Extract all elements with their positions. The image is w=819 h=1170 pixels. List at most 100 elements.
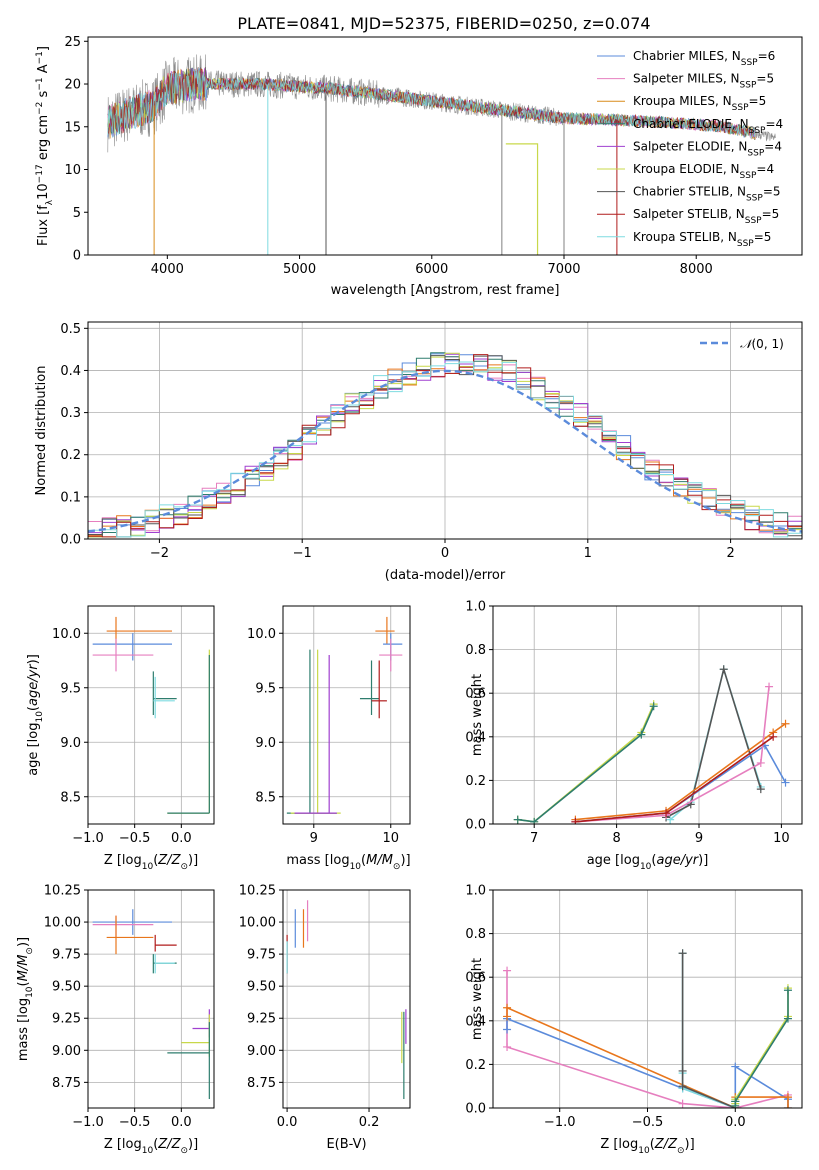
y-tick-label: 0.8 — [465, 927, 486, 942]
data-cross — [92, 915, 154, 938]
legend: 𝒩(0, 1) — [700, 337, 784, 351]
data-cross — [152, 954, 177, 974]
axes-frame — [282, 889, 411, 1109]
y-tick-label: 9.75 — [247, 948, 276, 963]
weight-line — [734, 990, 789, 1106]
weight-series — [513, 700, 658, 824]
weight-marker — [769, 732, 778, 741]
y-tick-label: 0.5 — [60, 322, 81, 337]
weight-line — [575, 686, 770, 823]
weight-marker — [503, 1003, 512, 1012]
weight-marker — [503, 1012, 512, 1021]
data-cross — [154, 954, 175, 974]
spectrum-dropout — [505, 143, 539, 255]
weight-marker — [678, 1099, 687, 1108]
weight-marker — [783, 986, 792, 995]
y-tick-label: 0.2 — [465, 774, 486, 789]
panel-age_vs_z: −1.0 −0.5 0.0 8.5 9.0 9.5 10.0 Z [log10(Z/Z⊙)] a… — [26, 605, 215, 872]
y-tick-label: 5 — [73, 206, 81, 221]
weight-series — [731, 986, 792, 1108]
y-tick-label: 0.6 — [465, 971, 486, 986]
weight-marker — [662, 809, 671, 818]
weight-line — [681, 953, 737, 1108]
weight-marker — [678, 1082, 687, 1091]
legend-entry: Salpeter ELODIE, NSSP=4 — [633, 139, 782, 158]
y-tick-label: 0.4 — [465, 730, 486, 745]
plot-area — [493, 606, 802, 824]
x-tick-label: −2 — [150, 546, 169, 561]
data-cross — [290, 649, 341, 814]
weight-series — [571, 741, 790, 824]
y-axis-label: age [log10(age/yr)] — [26, 654, 45, 776]
y-tick-label: 0.0 — [465, 1102, 486, 1117]
x-tick-label: −1.0 — [544, 1115, 576, 1130]
weight-marker — [571, 817, 580, 824]
x-tick-label: 5000 — [283, 262, 316, 277]
y-tick-label: 0.0 — [465, 818, 486, 833]
x-tick-label: 6000 — [415, 262, 448, 277]
y-tick-label: 9.0 — [255, 736, 276, 751]
data-cross — [167, 655, 210, 814]
data-cross — [192, 1009, 210, 1038]
weight-marker — [503, 966, 512, 975]
y-tick-label: 0.4 — [60, 364, 81, 379]
data-cross — [375, 616, 395, 645]
y-tick-label: 9.5 — [60, 681, 81, 696]
legend-entry: Kroupa STELIB, NSSP=5 — [633, 230, 771, 249]
x-tick-label: 2 — [726, 546, 734, 561]
y-tick-label: 10.25 — [239, 884, 276, 899]
spectrum-line — [107, 67, 756, 140]
data-cross — [106, 915, 154, 955]
y-axis-label: mass [log10(M/M⊙)] — [16, 937, 35, 1061]
x-tick-label: 0.0 — [171, 1115, 192, 1130]
weight-marker — [719, 665, 728, 674]
x-tick-label: 7 — [530, 831, 538, 846]
y-tick-label: 9.50 — [52, 980, 81, 995]
x-tick-label: 1 — [584, 546, 592, 561]
data-cross — [92, 909, 172, 935]
weight-line — [575, 736, 774, 823]
y-tick-label: 9.50 — [247, 980, 276, 995]
axes-frame — [87, 36, 803, 256]
weight-line — [681, 953, 737, 1108]
y-tick-label: 15 — [64, 120, 81, 135]
axes-frame — [282, 605, 411, 825]
x-tick-label: 8000 — [680, 262, 713, 277]
axes-frame — [87, 605, 215, 825]
weight-line — [734, 988, 789, 1104]
y-tick-label: 8.5 — [60, 790, 81, 805]
weight-marker — [765, 682, 774, 691]
y-tick-label: 0.6 — [465, 687, 486, 702]
data-cross — [167, 1022, 210, 1100]
y-tick-label: 0.0 — [60, 533, 81, 548]
data-cross — [92, 633, 172, 661]
x-tick-label: 0.2 — [359, 1115, 380, 1130]
weight-line — [665, 666, 762, 819]
data-cross — [167, 649, 210, 814]
panel-mass_weight_vs_z: −1.0 −0.5 0.0 0.0 0.2 0.4 0.6 0.8 1.0 Z [log10(Z/… — [465, 884, 803, 1156]
panel-mass_weight_vs_age: 7 8 9 10 0.0 0.2 0.4 0.6 0.8 1.0 age [log10(age/yr… — [465, 600, 803, 872]
residual-histogram — [88, 354, 802, 538]
weight-series — [571, 732, 778, 824]
x-tick-label: 0.0 — [277, 1115, 298, 1130]
y-tick-label: 9.25 — [247, 1012, 276, 1027]
x-axis-label: Z [log10(Z/Z⊙)] — [104, 853, 198, 872]
data-cross — [371, 660, 387, 719]
data-cross — [379, 638, 403, 672]
x-axis-label: (data-model)/error — [385, 568, 506, 583]
x-tick-label: 0 — [441, 546, 449, 561]
x-tick-label: −1 — [293, 546, 312, 561]
weight-marker — [503, 1042, 512, 1051]
weight-series — [513, 702, 658, 824]
weight-marker — [781, 778, 790, 787]
x-tick-label: 10 — [382, 831, 399, 846]
x-tick-label: −1.0 — [72, 1115, 104, 1130]
y-tick-label: 10.0 — [52, 627, 81, 642]
panel-age_vs_mass: 9 10 8.5 9.0 9.5 10.0 mass [log10(M/M⊙)] — [247, 605, 411, 872]
legend-entry: Salpeter STELIB, NSSP=5 — [633, 207, 779, 226]
gaussian-curve — [88, 369, 802, 533]
weight-marker — [731, 1097, 740, 1106]
weight-line — [517, 705, 655, 823]
x-axis-label: wavelength [Angstrom, rest frame] — [331, 283, 560, 298]
y-tick-label: 9.75 — [52, 948, 81, 963]
